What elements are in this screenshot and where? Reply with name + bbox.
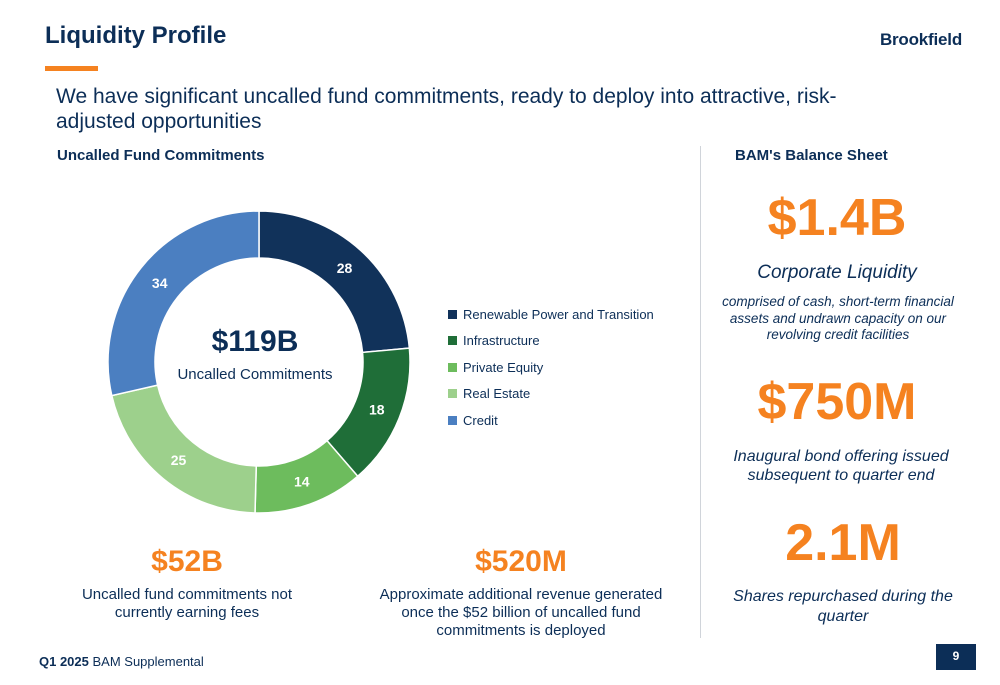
legend-label: Infrastructure (463, 333, 540, 349)
shares-repurchased-label: Shares repurchased during the quarter (733, 588, 953, 625)
legend-label: Renewable Power and Transition (463, 306, 654, 322)
legend-swatch (448, 309, 457, 319)
donut-slices (107, 210, 411, 514)
stat-520m-label: Approximate additional revenue generated… (379, 586, 663, 639)
stat-52b-value: $52B (151, 545, 223, 578)
legend-item: Private Equity (448, 354, 654, 381)
corporate-liquidity-label: Corporate Liquidity (757, 262, 917, 283)
page-title: Liquidity Profile (45, 22, 227, 49)
legend-swatch (448, 362, 457, 372)
legend-item: Renewable Power and Transition (448, 301, 654, 328)
legend-label: Private Equity (463, 359, 544, 375)
corporate-liquidity-note: comprised of cash, short-term financial … (722, 294, 954, 342)
donut-value-label: 28 (337, 260, 353, 276)
legend-swatch (448, 415, 457, 425)
uncalled-commitments-heading: Uncalled Fund Commitments (57, 147, 265, 164)
legend-label: Credit (463, 412, 498, 428)
donut-slice-labels: 28 18 14 25 34 (152, 260, 385, 489)
bond-offering-value: $750M (757, 373, 917, 431)
bond-offering-label: Inaugural bond offering issued subsequen… (733, 448, 949, 484)
title-underline (45, 66, 98, 71)
footer-doc: BAM Supplemental (92, 654, 204, 669)
stat-520m-value: $520M (475, 545, 567, 578)
legend-swatch (448, 389, 457, 399)
legend-swatch (448, 336, 457, 346)
donut-value-label: 18 (369, 401, 385, 417)
page-number: 9 (936, 644, 976, 670)
page-subtitle: We have significant uncalled fund commit… (56, 85, 837, 133)
donut-slice-credit (107, 210, 260, 397)
footer-period: Q1 2025 (39, 654, 89, 669)
stat-52b-label: Uncalled fund commitments not currently … (81, 586, 293, 621)
legend-label: Real Estate (463, 386, 531, 402)
donut-slice-real-estate (110, 384, 258, 514)
legend-item: Infrastructure (448, 328, 654, 355)
donut-center-total: $119B (211, 325, 299, 358)
donut-value-label: 25 (171, 452, 187, 468)
legend-item: Real Estate (448, 381, 654, 408)
corporate-liquidity-value: $1.4B (767, 189, 907, 247)
donut-value-label: 34 (152, 275, 168, 291)
legend-item: Credit (448, 407, 654, 434)
footer-text: Q1 2025 BAM Supplemental (39, 654, 204, 669)
balance-sheet-heading: BAM's Balance Sheet (735, 147, 888, 164)
section-divider (700, 146, 701, 638)
donut-value-label: 14 (294, 474, 310, 490)
brookfield-logo: Brookfield (879, 30, 962, 49)
chart-legend: Renewable Power and Transition Infrastruc… (448, 301, 654, 434)
shares-repurchased-value: 2.1M (785, 514, 901, 572)
donut-center-label: Uncalled Commitments (177, 366, 333, 383)
